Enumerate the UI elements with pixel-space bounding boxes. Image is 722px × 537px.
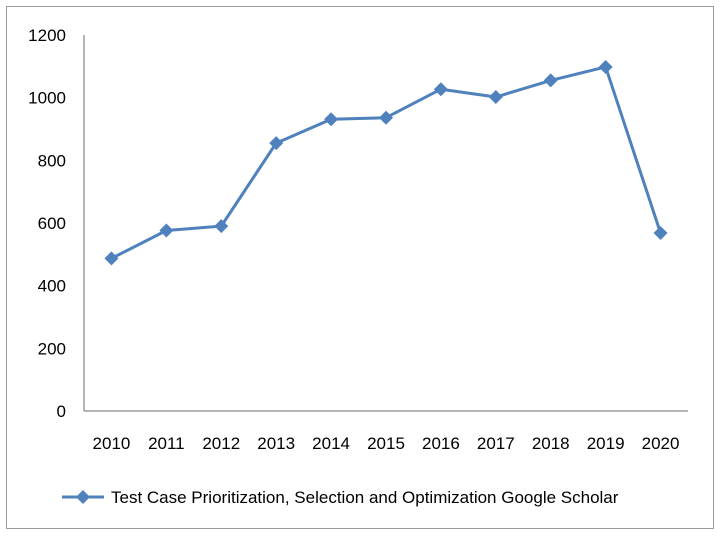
x-tick-label: 2013 — [257, 434, 295, 453]
x-tick-label: 2010 — [93, 434, 131, 453]
x-tick-label: 2019 — [587, 434, 625, 453]
data-point-marker — [159, 223, 174, 238]
y-tick-label: 200 — [38, 339, 66, 358]
legend: Test Case Prioritization, Selection and … — [62, 488, 619, 507]
data-point-marker — [433, 82, 448, 97]
y-tick-label: 1000 — [28, 89, 66, 108]
chart-frame — [6, 6, 714, 529]
x-tick-label: 2015 — [367, 434, 405, 453]
x-tick-label: 2012 — [202, 434, 240, 453]
data-point-marker — [543, 73, 558, 88]
data-point-marker — [653, 226, 668, 241]
y-tick-labels: 0 200 400 600 800 1000 1200 — [28, 26, 66, 421]
y-tick-label: 600 — [38, 214, 66, 233]
x-tick-label: 2017 — [477, 434, 515, 453]
x-tick-label: 2011 — [148, 434, 185, 453]
data-point-marker — [598, 59, 613, 74]
data-point-marker — [379, 110, 393, 125]
data-point-marker — [214, 219, 229, 234]
legend-marker — [76, 490, 90, 504]
y-tick-label: 400 — [38, 277, 66, 296]
series-line — [110, 65, 662, 260]
x-tick-label: 2018 — [532, 434, 570, 453]
y-tick-label: 800 — [38, 151, 66, 170]
y-tick-label: 1200 — [28, 26, 66, 45]
series — [104, 59, 668, 266]
data-point-marker — [488, 90, 503, 105]
x-tick-labels: 2010 2011 2012 2013 2014 2015 2016 2017 2018 2019… — [93, 434, 680, 453]
data-point-marker — [324, 112, 339, 127]
x-tick-label: 2016 — [422, 434, 460, 453]
x-tick-label: 2020 — [642, 434, 680, 453]
data-point-marker — [269, 136, 284, 151]
y-tick-label: 0 — [57, 402, 66, 421]
legend-label: Test Case Prioritization, Selection and … — [111, 488, 619, 507]
x-tick-label: 2014 — [312, 434, 350, 453]
data-point-marker — [104, 251, 119, 266]
